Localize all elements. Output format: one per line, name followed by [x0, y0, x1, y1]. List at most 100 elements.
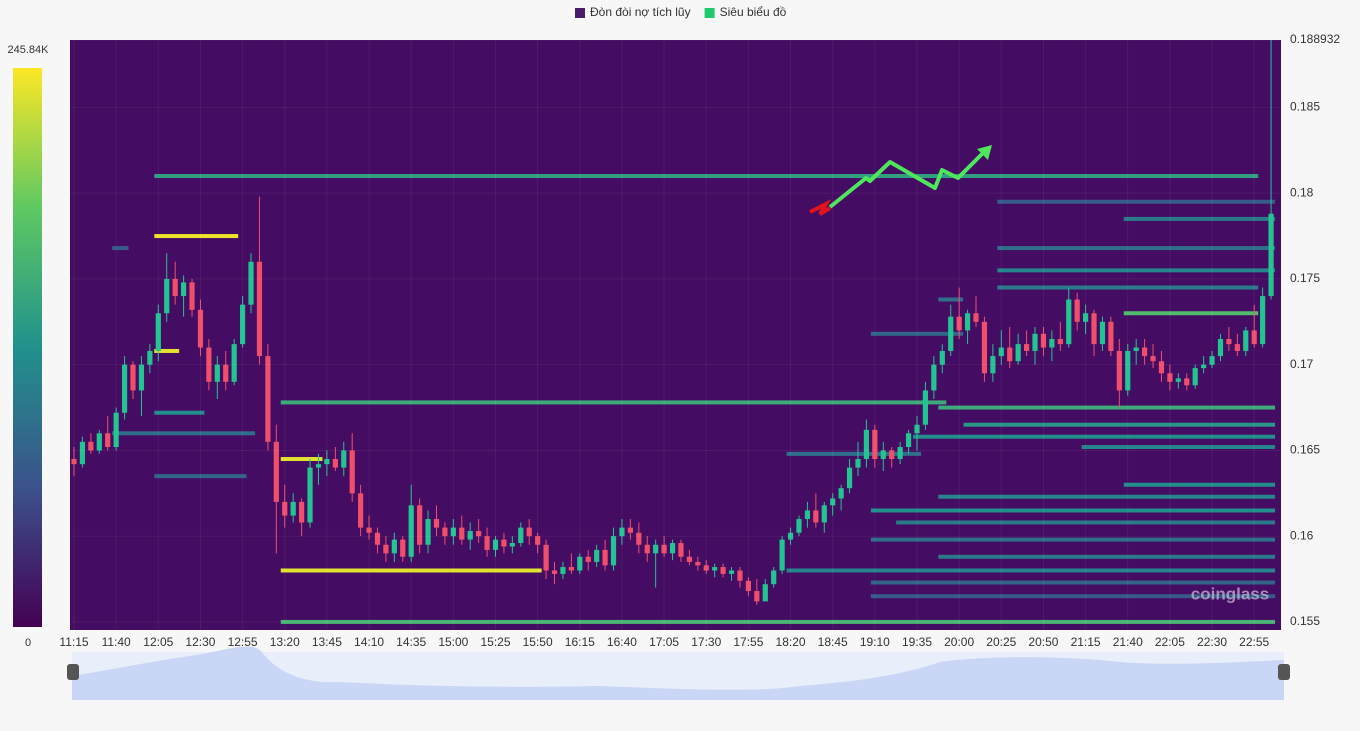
- navigator-handle[interactable]: [1278, 664, 1290, 680]
- candle-body: [1023, 344, 1030, 351]
- candle-body: [492, 539, 499, 550]
- candle-body: [905, 433, 912, 448]
- candle-body: [1209, 356, 1215, 365]
- candle-body: [931, 364, 937, 391]
- candles: [71, 40, 1274, 605]
- candle-body: [1116, 350, 1122, 391]
- candle-body: [332, 459, 338, 468]
- liquidation-level: [154, 234, 239, 239]
- candle-body: [197, 309, 204, 348]
- y-tick-label: 0.188932: [1290, 32, 1340, 46]
- candle-body: [838, 488, 844, 499]
- liquidation-level: [786, 451, 921, 456]
- x-tick-label: 17:55: [733, 635, 763, 649]
- candle-body: [79, 441, 86, 465]
- x-tick-label: 12:55: [228, 635, 258, 649]
- navigator-handle[interactable]: [67, 664, 79, 680]
- candle-body: [998, 347, 1004, 357]
- candle-body: [686, 556, 692, 562]
- candle-body: [518, 527, 524, 544]
- x-tick-label: 14:10: [354, 635, 384, 649]
- candle-body: [669, 543, 676, 554]
- liquidation-level: [1123, 482, 1276, 487]
- liquidation-level: [896, 520, 1276, 525]
- candle-body: [501, 539, 507, 547]
- candle-body: [1091, 313, 1097, 345]
- candle-body: [1226, 338, 1232, 345]
- candle-body: [526, 527, 532, 537]
- candle-body: [728, 570, 735, 574]
- candle-body: [391, 539, 397, 554]
- candle-body: [846, 467, 853, 489]
- x-tick-label: 11:40: [102, 635, 131, 649]
- x-tick-label: 15:25: [480, 635, 510, 649]
- candle-body: [1260, 296, 1266, 345]
- candle-body: [754, 591, 760, 602]
- candle-body: [956, 316, 962, 331]
- legend-swatch: [575, 8, 585, 18]
- x-tick-label: 18:20: [776, 635, 806, 649]
- liquidation-level: [963, 422, 1276, 427]
- x-tick-label: 13:45: [312, 635, 342, 649]
- candle-body: [341, 450, 347, 468]
- candle-body: [762, 584, 768, 602]
- candle-body: [821, 505, 827, 523]
- x-tick-label: 20:00: [944, 635, 974, 649]
- liquidation-level: [280, 568, 542, 573]
- liquidation-level: [997, 199, 1276, 204]
- x-tick-label: 13:20: [270, 635, 300, 649]
- candle-body: [164, 278, 170, 314]
- candle-body: [973, 313, 979, 322]
- candle-body: [1099, 321, 1106, 345]
- candle-body: [307, 467, 313, 523]
- x-tick-label: 15:00: [438, 635, 468, 649]
- candle-body: [1007, 347, 1013, 362]
- x-tick-label: 20:50: [1028, 635, 1058, 649]
- candle-body: [172, 278, 178, 297]
- x-tick-label: 17:05: [649, 635, 679, 649]
- candle-body: [594, 549, 600, 562]
- candle-body: [855, 459, 861, 468]
- liquidation-level: [938, 494, 1276, 499]
- liquidation-level: [870, 594, 1276, 599]
- candle-body: [442, 527, 448, 537]
- candle-body: [130, 364, 136, 391]
- watermark: coinglass: [1191, 584, 1269, 603]
- green-arrowhead: [977, 145, 992, 160]
- candle-body: [265, 356, 271, 442]
- candle-body: [914, 424, 920, 434]
- candle-body: [1083, 313, 1089, 322]
- candle-body: [939, 350, 945, 365]
- x-tick-label: 21:15: [1071, 635, 1101, 649]
- candle-body: [568, 567, 574, 571]
- candle-body: [712, 567, 718, 571]
- candle-body: [737, 570, 743, 581]
- liquidation-level: [997, 268, 1276, 273]
- liquidation-level: [938, 297, 964, 302]
- liquidation-level: [786, 568, 1276, 573]
- colorbar-tick-label: 0: [25, 637, 31, 649]
- annotation-arrows: [809, 145, 992, 216]
- x-tick-label: 19:10: [860, 635, 890, 649]
- candle-body: [299, 501, 305, 523]
- candle-body: [1234, 344, 1240, 351]
- candle-body: [223, 364, 229, 382]
- candle-body: [417, 505, 423, 545]
- x-tick-label: 16:15: [565, 635, 595, 649]
- candle-body: [610, 536, 617, 566]
- candle-body: [787, 532, 794, 540]
- candle-body: [1150, 356, 1156, 362]
- colorbar: [13, 68, 42, 627]
- candle-body: [636, 532, 642, 545]
- candle-body: [180, 282, 187, 297]
- candle-body: [703, 565, 709, 571]
- x-tick-label: 18:45: [818, 635, 848, 649]
- candle-body: [358, 493, 364, 528]
- candle-body: [990, 356, 996, 374]
- navigator-area: [72, 646, 1284, 700]
- candle-body: [231, 344, 237, 382]
- candle-body: [577, 556, 583, 571]
- x-tick-label: 22:55: [1239, 635, 1269, 649]
- y-tick-label: 0.155: [1290, 614, 1320, 628]
